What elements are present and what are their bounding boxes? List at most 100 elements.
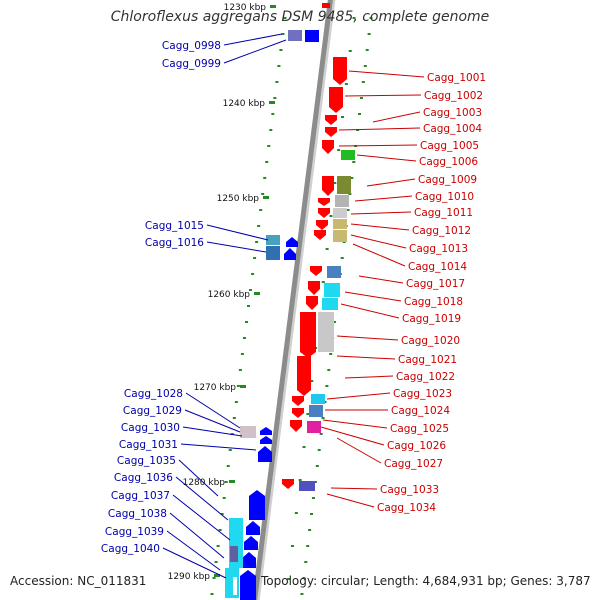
kbp-tick-label: 1250 kbp [217, 194, 260, 204]
track-tick-0 [218, 529, 222, 531]
reverse-gene-leader [172, 494, 231, 541]
reverse-gene-label: Cagg_1029 [123, 405, 182, 417]
reverse-gene-label: Cagg_1028 [124, 388, 183, 400]
track-tick-1 [340, 257, 344, 259]
gene-feature [233, 577, 237, 595]
reverse-gene-leader [180, 443, 257, 451]
kbp-tick-label: 1290 kbp [168, 572, 211, 582]
accession-text: Accession: NC_011831 [10, 574, 147, 588]
reverse-gene-arrow [260, 427, 272, 435]
track-tick-0 [230, 433, 234, 435]
gene-feature [266, 246, 280, 260]
track-tick-1 [306, 545, 310, 547]
gene-feature [299, 481, 315, 491]
track-tick-0 [232, 417, 236, 419]
forward-gene-arrow [316, 220, 328, 230]
track-tick-1 [365, 49, 369, 51]
forward-gene-leader [354, 195, 413, 202]
forward-gene-arrow [325, 127, 337, 137]
forward-gene-leader [344, 94, 422, 97]
track-tick-2 [348, 50, 352, 52]
track-tick-0 [265, 161, 269, 163]
forward-gene-arrow [322, 176, 334, 196]
kbp-tick-mark [254, 292, 260, 295]
track-tick-2 [290, 545, 294, 547]
forward-gene-label: Cagg_1002 [424, 90, 483, 102]
forward-gene-label: Cagg_1001 [427, 72, 486, 84]
track-tick-0 [228, 449, 232, 451]
forward-gene-leader [366, 178, 416, 187]
forward-gene-arrow [297, 356, 311, 396]
track-tick-2 [302, 446, 306, 448]
track-tick-1 [319, 433, 323, 435]
track-tick-2 [294, 512, 298, 514]
track-tick-1 [304, 561, 308, 563]
track-tick-2 [321, 281, 325, 283]
reverse-gene-leader [223, 33, 283, 46]
kbp-tick-mark [229, 480, 235, 483]
reverse-gene-arrow [246, 521, 260, 535]
forward-gene-arrow [325, 115, 337, 125]
forward-gene-leader [348, 70, 425, 78]
kbp-tick-label: 1240 kbp [223, 99, 266, 109]
track-tick-2 [329, 215, 333, 217]
reverse-gene-leader [182, 426, 243, 437]
track-tick-1 [302, 577, 306, 579]
forward-gene-label: Cagg_1020 [401, 335, 460, 347]
gene-feature [333, 208, 347, 218]
track-tick-1 [361, 81, 365, 83]
track-tick-0 [222, 497, 226, 499]
reverse-gene-leader [185, 392, 241, 429]
track-tick-2 [310, 380, 314, 382]
track-tick-0 [281, 33, 285, 35]
track-tick-2 [287, 578, 291, 580]
track-tick-0 [279, 49, 283, 51]
track-tick-0 [244, 321, 248, 323]
reverse-gene-leader [162, 547, 227, 579]
forward-gene-arrow [306, 296, 318, 310]
forward-gene-label: Cagg_1012 [412, 225, 471, 237]
genome-backbone [252, 0, 333, 600]
forward-gene-label: Cagg_1003 [423, 107, 482, 119]
track-tick-1 [311, 497, 315, 499]
forward-gene-label: Cagg_1024 [391, 405, 450, 417]
track-tick-0 [255, 241, 259, 243]
reverse-gene-arrow [260, 436, 272, 444]
forward-gene-arrow [310, 266, 322, 276]
forward-gene-arrow [318, 198, 330, 206]
forward-gene-leader [344, 375, 394, 379]
gene-feature [327, 266, 341, 278]
kbp-tick-label: 1270 kbp [194, 383, 237, 393]
forward-gene-label: Cagg_1023 [393, 388, 452, 400]
track-tick-0 [283, 17, 287, 19]
reverse-gene-label: Cagg_1015 [145, 220, 204, 232]
kbp-tick-label: 1230 kbp [224, 3, 267, 13]
forward-gene-label: Cagg_1017 [406, 278, 465, 290]
forward-gene-leader [336, 437, 382, 464]
track-tick-2 [325, 248, 329, 250]
forward-gene-arrow [333, 57, 347, 85]
track-tick-2 [306, 413, 310, 415]
forward-gene-leader [372, 111, 421, 123]
track-tick-1 [333, 321, 337, 323]
track-tick-0 [273, 97, 277, 99]
forward-gene-leader [338, 127, 421, 131]
track-tick-1 [350, 177, 354, 179]
track-tick-1 [346, 209, 350, 211]
reverse-gene-label: Cagg_0999 [162, 58, 221, 70]
forward-gene-leader [344, 291, 402, 302]
reverse-gene-label: Cagg_0998 [162, 40, 221, 52]
reverse-gene-label: Cagg_1035 [117, 455, 176, 467]
track-tick-1 [310, 513, 314, 515]
kbp-tick-mark [214, 574, 220, 577]
forward-gene-leader [350, 234, 407, 249]
gene-feature [322, 3, 330, 8]
track-tick-2 [344, 83, 348, 85]
reverse-gene-label: Cagg_1016 [145, 237, 204, 249]
track-tick-0 [257, 225, 261, 227]
reverse-gene-leader [178, 459, 219, 497]
forward-gene-label: Cagg_1027 [384, 458, 443, 470]
forward-gene-label: Cagg_1025 [390, 423, 449, 435]
